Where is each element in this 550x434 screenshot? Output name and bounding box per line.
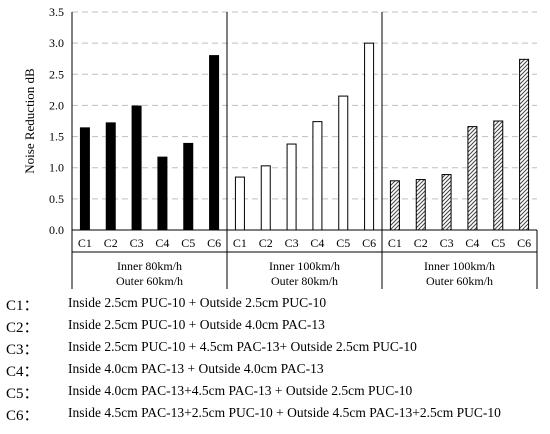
bar-c1 — [79, 127, 90, 231]
bar-c5 — [493, 120, 504, 231]
x-tick-label: C2 — [104, 236, 118, 250]
y-tick-label: 3.0 — [49, 36, 64, 50]
legend-text: Inside 4.5cm PAC-13+2.5cm PUC-10 + Outsi… — [68, 405, 501, 420]
bar-c3 — [286, 143, 297, 231]
bar-c2 — [260, 165, 271, 231]
legend-text: Inside 4.0cm PAC-13 + Outside 4.0cm PAC-… — [68, 361, 324, 376]
bar-c4 — [467, 126, 478, 231]
y-tick-label: 3.5 — [49, 5, 64, 19]
bar-c2 — [415, 179, 426, 231]
y-axis-title: Noise Reduction dB — [22, 68, 37, 174]
x-tick-label: C1 — [233, 236, 247, 250]
legend-item-c1: C1： Inside 2.5cm PUC-10 + Outside 2.5cm … — [6, 292, 546, 314]
legend-item-c6: C6： Inside 4.5cm PAC-13+2.5cm PUC-10 + O… — [6, 402, 546, 424]
bar-c2 — [105, 122, 116, 231]
legend-item-c4: C4： Inside 4.0cm PAC-13 + Outside 4.0cm … — [6, 358, 546, 380]
bar-c6 — [519, 58, 530, 231]
group-label-line1: Inner 100km/h — [269, 259, 340, 273]
bar-c5 — [183, 142, 194, 231]
x-tick-label: C5 — [491, 236, 505, 250]
legend-item-c3: C3： Inside 2.5cm PUC-10 + 4.5cm PAC-13+ … — [6, 336, 546, 358]
y-tick-label: 2.0 — [49, 98, 64, 112]
y-tick-label: 1.5 — [49, 130, 64, 144]
bar-c1 — [389, 180, 400, 231]
legend-code: C5： — [6, 386, 39, 402]
group-label-line2: Outer 60km/h — [426, 274, 493, 288]
legend: C1： Inside 2.5cm PUC-10 + Outside 2.5cm … — [6, 292, 546, 424]
legend-item-c5: C5： Inside 4.0cm PAC-13+4.5cm PAC-13 + O… — [6, 380, 546, 402]
group-label-line2: Outer 60km/h — [116, 274, 183, 288]
bar-c6 — [209, 55, 220, 231]
legend-text: Inside 2.5cm PUC-10 + 4.5cm PAC-13+ Outs… — [68, 339, 417, 354]
x-tick-label: C3 — [440, 236, 454, 250]
gridlines — [72, 11, 537, 200]
bar-c5 — [338, 95, 349, 231]
bar-c3 — [131, 105, 142, 231]
bar-c4 — [157, 156, 168, 231]
group-label-line2: Outer 80km/h — [271, 274, 338, 288]
axes — [71, 12, 538, 289]
group-label-line1: Inner 80km/h — [117, 259, 182, 273]
legend-code: C1： — [6, 298, 39, 314]
x-tick-label: C6 — [517, 236, 531, 250]
y-tick-label: 0.0 — [49, 223, 64, 237]
x-tick-label: C1 — [78, 236, 92, 250]
x-tick-label: C2 — [259, 236, 273, 250]
y-tick-label: 1.0 — [49, 161, 64, 175]
legend-code: C2： — [6, 320, 39, 336]
x-tick-label: C6 — [207, 236, 221, 250]
x-tick-label: C4 — [155, 236, 169, 250]
x-tick-label: C4 — [310, 236, 324, 250]
legend-code: C3： — [6, 342, 39, 358]
x-tick-label: C3 — [130, 236, 144, 250]
bar-c4 — [312, 121, 323, 231]
x-tick-label: C6 — [362, 236, 376, 250]
x-tick-label: C2 — [414, 236, 428, 250]
legend-text: Inside 2.5cm PUC-10 + Outside 4.0cm PAC-… — [68, 317, 325, 332]
noise-reduction-chart: 0.0 0.5 1.0 1.5 2.0 2.5 3.0 3.5 Noise Reduction … — [22, 5, 538, 289]
legend-text: Inside 2.5cm PUC-10 + Outside 2.5cm PUC-… — [68, 295, 327, 310]
legend-item-c2: C2： Inside 2.5cm PUC-10 + Outside 4.0cm … — [6, 314, 546, 336]
bar-c6 — [364, 42, 375, 231]
group-label-line1: Inner 100km/h — [424, 259, 495, 273]
bar-c3 — [441, 174, 452, 231]
legend-code: C6： — [6, 408, 39, 424]
legend-code: C4： — [6, 364, 39, 380]
x-tick-label: C4 — [465, 236, 479, 250]
legend-text: Inside 4.0cm PAC-13+4.5cm PAC-13 + Outsi… — [68, 383, 413, 398]
y-tick-label: 0.5 — [49, 192, 64, 206]
x-tick-label: C5 — [181, 236, 195, 250]
labels: 0.0 0.5 1.0 1.5 2.0 2.5 3.0 3.5 Noise Reduction … — [22, 5, 531, 288]
x-tick-label: C5 — [336, 236, 350, 250]
x-tick-label: C3 — [285, 236, 299, 250]
bars — [79, 42, 530, 231]
y-tick-label: 2.5 — [49, 67, 64, 81]
bar-c1 — [234, 176, 245, 231]
x-tick-label: C1 — [388, 236, 402, 250]
